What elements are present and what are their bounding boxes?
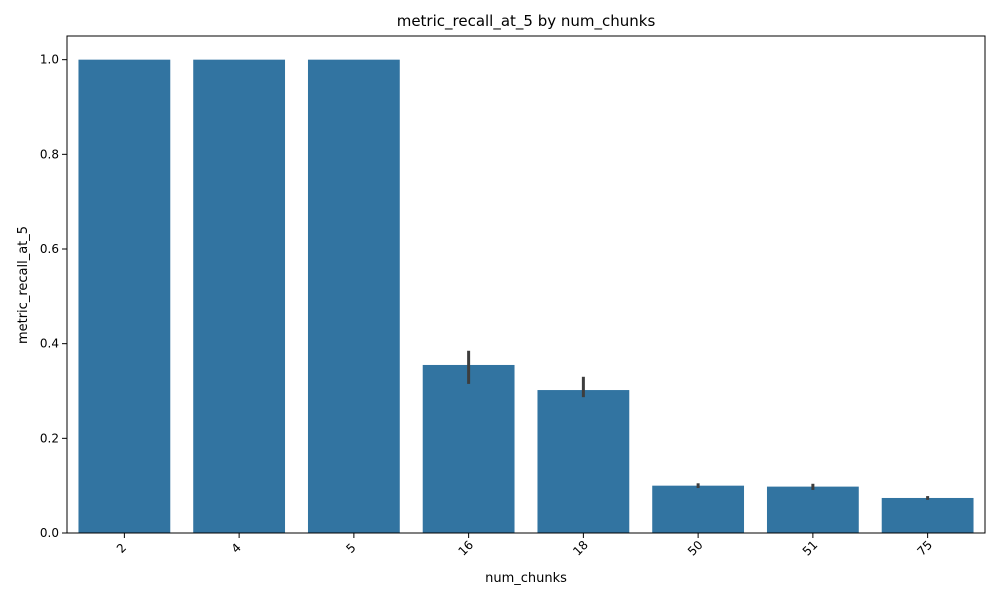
bar-4 [193, 59, 286, 534]
bar-50 [652, 485, 745, 533]
y-tick-label: 0.8 [40, 147, 59, 161]
y-tick-label: 0.4 [40, 337, 59, 351]
plot-frame [66, 35, 986, 534]
x-tick-label-5: 5 [343, 541, 358, 556]
x-tick-label-51: 51 [800, 538, 821, 559]
bar-2 [78, 59, 171, 534]
bar-51 [766, 486, 859, 533]
x-axis: 2 4 5 16 18 50 51 75 [114, 533, 935, 559]
x-tick-label-16: 16 [455, 538, 476, 559]
y-tick-label: 1.0 [40, 53, 59, 67]
y-tick-label: 0.0 [40, 526, 59, 540]
y-axis: 0.0 0.2 0.4 0.6 0.8 1.0 [40, 53, 67, 540]
x-tick-label-18: 18 [570, 538, 591, 559]
x-axis-title: num_chunks [485, 571, 567, 586]
chart-title: metric_recall_at_5 by num_chunks [397, 12, 656, 31]
bar-16 [422, 364, 515, 533]
x-tick-label-50: 50 [685, 538, 706, 559]
y-axis-title: metric_recall_at_5 [16, 226, 31, 344]
y-tick-label: 0.2 [40, 431, 59, 445]
bar-18 [537, 390, 630, 533]
bar-75 [881, 497, 974, 533]
bar-5 [307, 59, 400, 534]
y-tick-label: 0.6 [40, 242, 59, 256]
x-tick-label-4: 4 [229, 541, 244, 556]
bars-group [78, 59, 974, 534]
x-tick-label-75: 75 [914, 538, 935, 559]
x-tick-label-2: 2 [114, 541, 129, 556]
errorbars-group [467, 350, 930, 500]
